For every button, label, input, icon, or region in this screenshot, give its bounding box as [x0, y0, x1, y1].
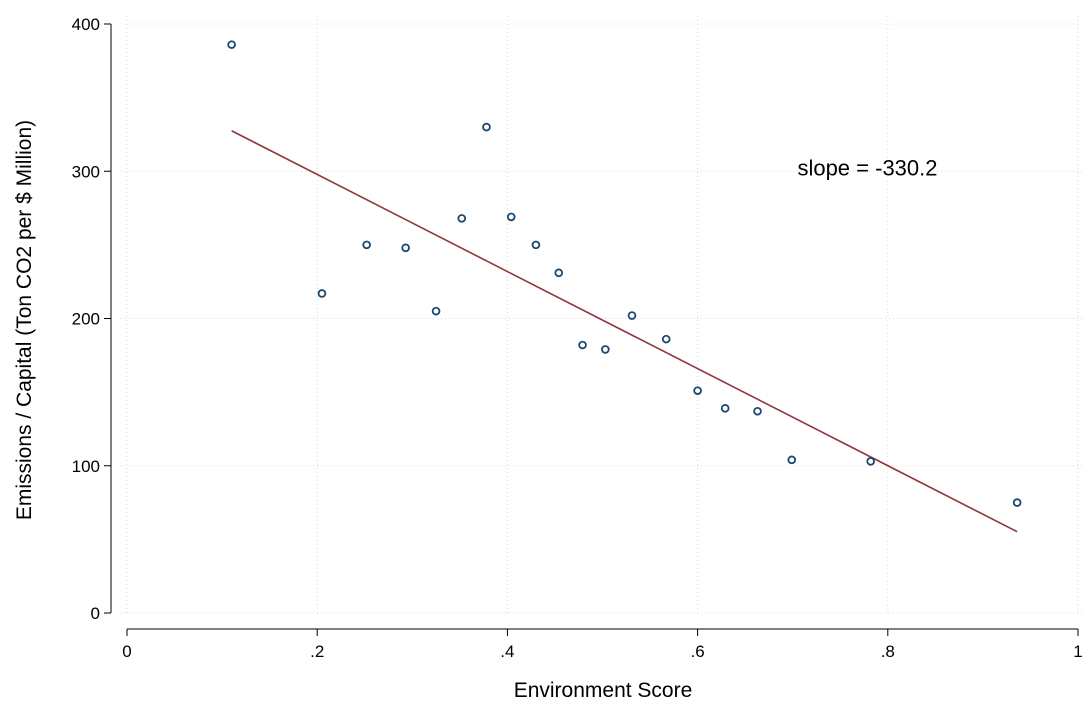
y-tick-label-4: 400 — [72, 15, 100, 34]
x-tick-label-2: .4 — [500, 642, 514, 661]
slope-annotation: slope = -330.2 — [797, 156, 937, 181]
y-axis-title: Emissions / Capital (Ton CO2 per $ Milli… — [13, 120, 36, 520]
data-point-4 — [431, 306, 441, 316]
data-point-13 — [661, 334, 671, 344]
y-tick-label-3: 300 — [72, 162, 100, 181]
data-point-1 — [317, 289, 327, 298]
data-point-14 — [693, 386, 702, 395]
y-axis-ticks: 0 100 200 300 400 — [72, 15, 111, 623]
data-point-0 — [227, 40, 236, 49]
data-point-16 — [753, 406, 762, 416]
y-tick-label-2: 200 — [72, 310, 100, 329]
data-point-8 — [531, 240, 541, 250]
data-point-2 — [362, 240, 371, 250]
data-point-5 — [457, 214, 467, 223]
x-axis-title: Environment Score — [514, 679, 693, 702]
x-tick-label-1: .2 — [310, 642, 324, 661]
data-point-19 — [1012, 498, 1022, 507]
data-points — [227, 40, 1022, 507]
data-point-11 — [601, 345, 610, 354]
y-tick-label-1: 100 — [72, 457, 100, 476]
data-point-15 — [720, 404, 730, 413]
data-point-7 — [506, 212, 516, 222]
data-point-18 — [866, 457, 875, 466]
axes — [110, 24, 1078, 630]
x-tick-label-5: 1 — [1073, 642, 1082, 661]
data-point-17 — [787, 455, 797, 465]
y-tick-label-0: 0 — [91, 604, 100, 623]
data-point-12 — [627, 311, 637, 320]
x-tick-label-4: .8 — [881, 642, 895, 661]
x-tick-label-0: 0 — [122, 642, 131, 661]
grid — [121, 16, 1084, 614]
x-axis-ticks: 0 .2 .4 .6 .8 1 — [122, 629, 1083, 661]
data-point-6 — [482, 122, 491, 132]
data-point-3 — [401, 243, 410, 253]
fit-line-group — [231, 130, 1018, 533]
x-tick-label-3: .6 — [691, 642, 705, 661]
data-point-10 — [578, 340, 587, 350]
data-point-9 — [554, 268, 564, 278]
fit-line — [231, 130, 1018, 533]
